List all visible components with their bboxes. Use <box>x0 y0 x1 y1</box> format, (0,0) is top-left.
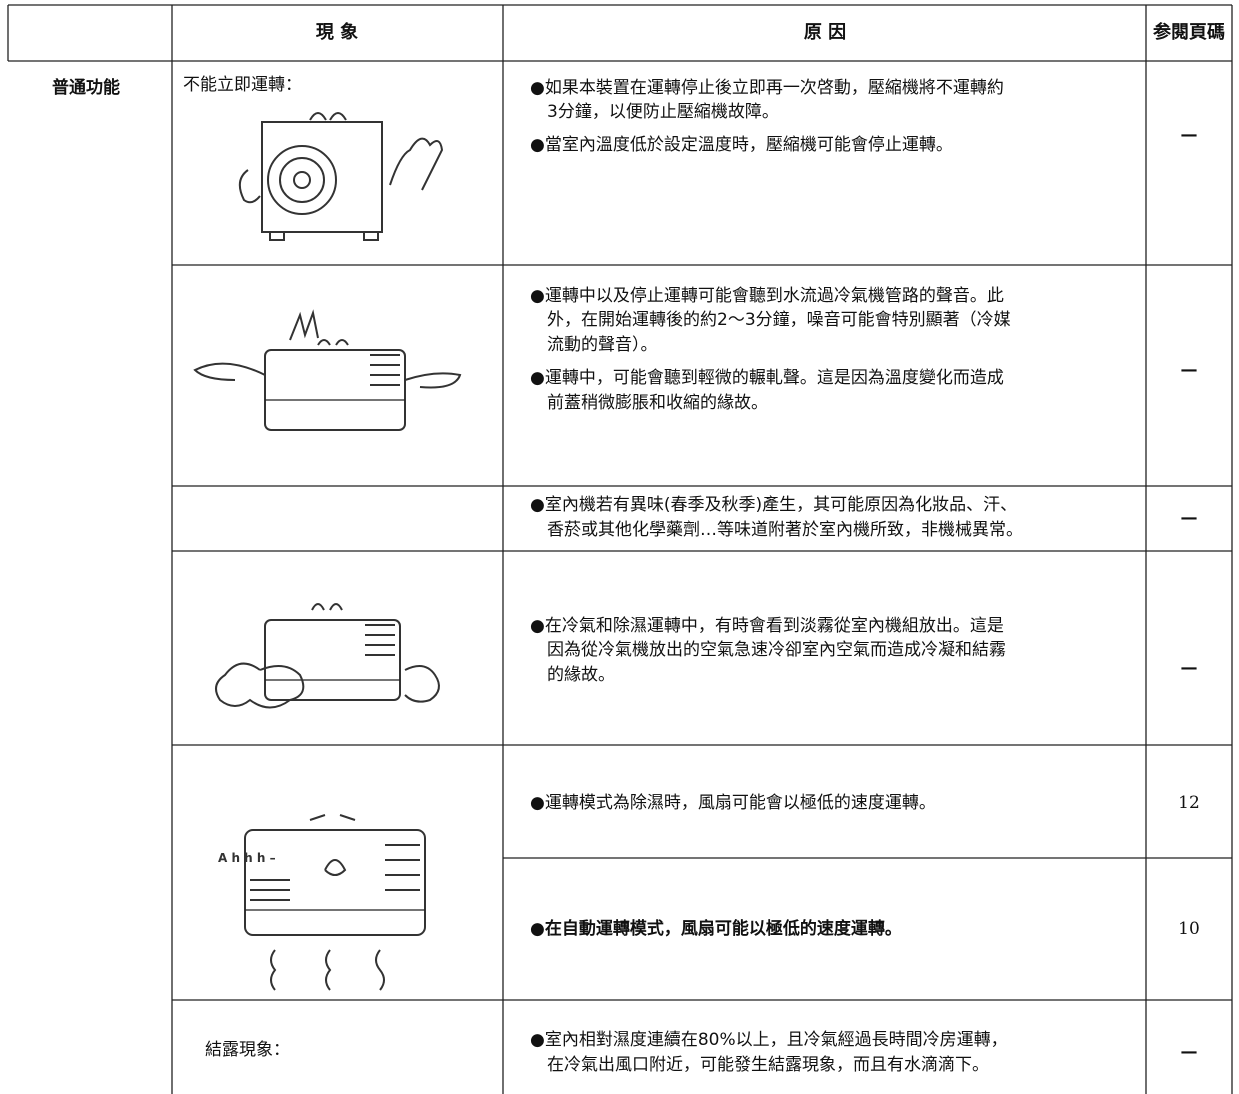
reason-line: ●運轉模式為除濕時，風扇可能會以極低的速度運轉。 <box>530 793 936 813</box>
phenomenon: 不能立即運轉： <box>183 75 302 95</box>
phenomenon: 結露現象： <box>205 1040 290 1060</box>
illustration-outdoor-unit <box>238 112 444 241</box>
illustration-indoor-mist <box>215 603 440 709</box>
reason-line: ●在冷氣和除濕運轉中，有時會看到淡霧從室內機組放出。這是 <box>530 616 1004 636</box>
page-ref: — <box>1180 125 1198 145</box>
reason-line: 香菸或其他化學藥劑…等味道附著於室內機所致，非機械異常。 <box>547 520 1023 540</box>
illustration-indoor-noise <box>193 309 462 431</box>
reason-line: ●運轉中，可能會聽到輕微的輾軋聲。這是因為溫度變化而造成 <box>530 368 1004 388</box>
illustration-indoor-low-fan: A h h h – <box>218 814 426 991</box>
page-ref: — <box>1180 360 1198 380</box>
svg-text:A h h h –: A h h h – <box>218 851 276 865</box>
reason-line: 流動的聲音）。 <box>547 335 658 355</box>
page-ref: 10 <box>1178 919 1200 939</box>
reason-line: 在冷氣出風口附近，可能發生結露現象，而且有水滴滴下。 <box>547 1055 989 1075</box>
reason-line: ●室內相對濕度連續在80%以上，且冷氣經過長時間冷房運轉， <box>530 1030 1008 1050</box>
reason-line: ●當室內溫度低於設定溫度時，壓縮機可能會停止運轉。 <box>530 135 953 155</box>
reason-line: 的緣故。 <box>547 665 615 685</box>
reason-line: ●在自動運轉模式，風扇可能以極低的速度運轉。 <box>530 919 902 939</box>
header-page-ref: 参閱頁碼 <box>1153 22 1225 43</box>
page-ref: — <box>1180 508 1198 528</box>
reason-line: 前蓋稍微膨脹和收縮的緣故。 <box>547 393 768 413</box>
reason-line: ●室內機若有異味(春季及秋季)產生，其可能原因為化妝品、汗、 <box>530 495 1018 515</box>
header-phenomenon: 現 象 <box>315 22 359 43</box>
reason-line: 外，在開始運轉後的約2～3分鐘，噪音可能會特別顯著（冷媒 <box>547 310 1011 330</box>
category: 普通功能 <box>52 78 120 98</box>
reason-line: 3分鐘，以便防止壓縮機故障。 <box>547 102 779 122</box>
reason-line: ●如果本裝置在運轉停止後立即再一次啓動，壓縮機將不運轉約 <box>530 78 1004 98</box>
page-ref: 12 <box>1178 793 1200 813</box>
page-ref: — <box>1180 658 1198 678</box>
reason-line: 因為從冷氣機放出的空氣急速冷卻室內空氣而造成冷凝和結霧 <box>547 640 1006 660</box>
reason-line: ●運轉中以及停止運轉可能會聽到水流過冷氣機管路的聲音。此 <box>530 286 1004 306</box>
header-reason: 原 因 <box>803 22 847 43</box>
page-ref: — <box>1180 1042 1198 1062</box>
